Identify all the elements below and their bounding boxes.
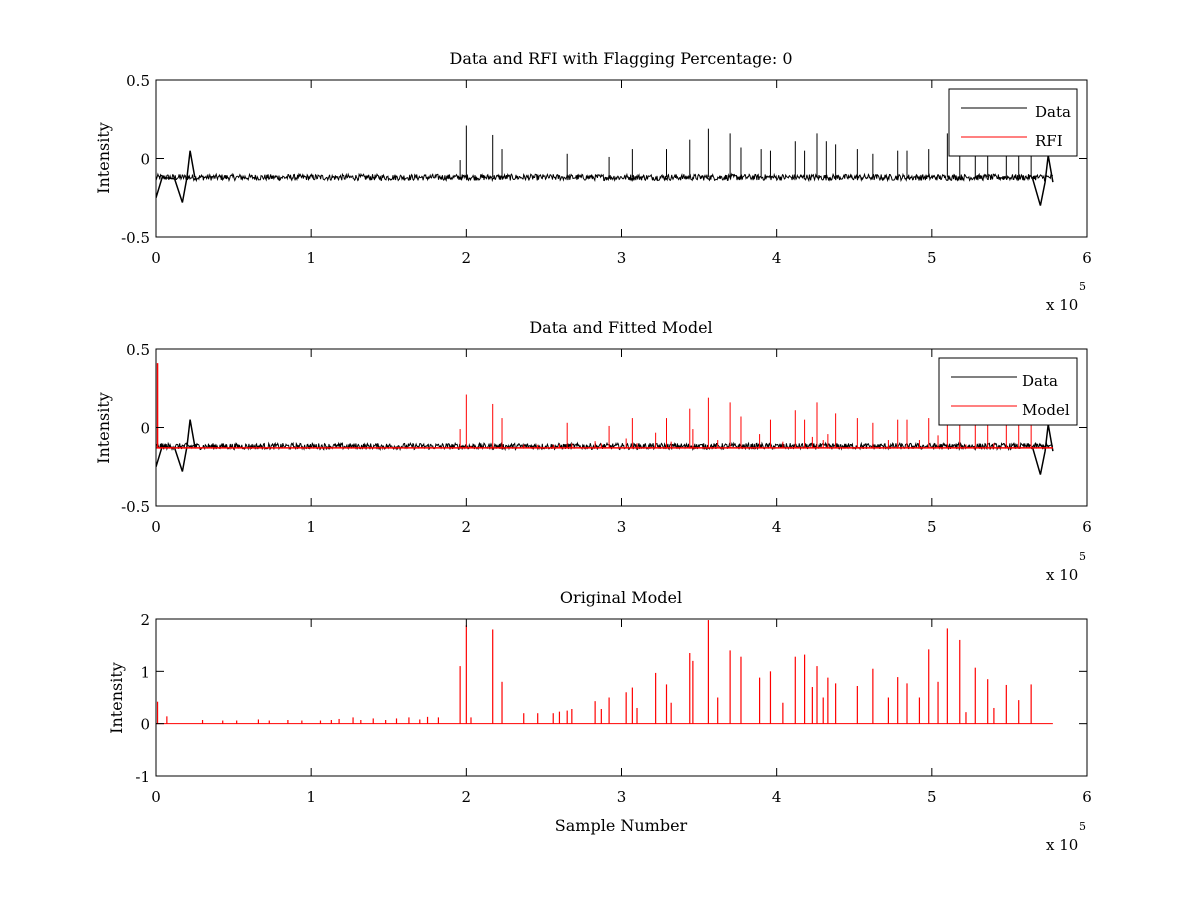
x-tick-label: 2 bbox=[462, 518, 472, 536]
subplot-1-title: Data and RFI with Flagging Percentage: 0 bbox=[449, 49, 792, 68]
subplot-2-legend-box bbox=[938, 357, 1078, 426]
subplot-3: Original Model Intensity Sample Number x… bbox=[107, 588, 1092, 854]
x-tick-label: 1 bbox=[306, 788, 316, 806]
subplot-1-legend-data-label: Data bbox=[1035, 103, 1071, 121]
y-tick-label: 0 bbox=[140, 420, 150, 438]
subplot-1-series-data-trace bbox=[156, 172, 1053, 183]
x-tick-label: 6 bbox=[1082, 518, 1092, 536]
subplot-3-xlabel: Sample Number bbox=[555, 816, 688, 835]
subplot-2-x-multiplier-exponent: 5 bbox=[1079, 550, 1086, 563]
subplot-3-series bbox=[156, 620, 1053, 725]
subplot-2-plot-area bbox=[156, 349, 1087, 506]
subplot-1-series bbox=[156, 125, 1054, 206]
x-tick-label: 2 bbox=[462, 249, 472, 267]
x-tick-label: 5 bbox=[927, 788, 937, 806]
y-tick-label: 2 bbox=[140, 611, 150, 629]
subplot-2-ticks: 0 1 2 3 4 5 6-0.500.5 bbox=[121, 341, 1092, 536]
x-tick-label: 6 bbox=[1082, 249, 1092, 267]
subplot-1-legend: Data RFI bbox=[948, 88, 1078, 157]
subplot-2-ylabel: Intensity bbox=[94, 392, 113, 464]
subplot-3-ylabel: Intensity bbox=[107, 662, 126, 734]
subplot-1-legend-box bbox=[948, 88, 1078, 157]
x-tick-label: 0 bbox=[151, 788, 161, 806]
subplot-3-title: Original Model bbox=[560, 588, 682, 607]
subplot-2-legend-model-label: Model bbox=[1022, 401, 1070, 419]
x-tick-label: 1 bbox=[306, 518, 316, 536]
x-tick-label: 4 bbox=[772, 249, 782, 267]
x-tick-label: 5 bbox=[927, 518, 937, 536]
y-tick-label: -0.5 bbox=[121, 229, 150, 247]
subplot-1-ticks: 0 1 2 3 4 5 6-0.500.5 bbox=[121, 72, 1092, 267]
y-tick-label: 0 bbox=[140, 151, 150, 169]
subplot-3-x-multiplier-exponent: 5 bbox=[1079, 820, 1086, 833]
subplot-2-legend-data-label: Data bbox=[1022, 372, 1058, 390]
x-tick-label: 0 bbox=[151, 518, 161, 536]
y-tick-label: 0.5 bbox=[126, 341, 150, 359]
y-tick-label: 1 bbox=[140, 663, 150, 681]
subplot-2: Data and Fitted Model Intensity x 10 5 D… bbox=[94, 318, 1092, 584]
subplot-1-series-data-edge bbox=[156, 150, 1054, 206]
subplot-3-plot-area bbox=[156, 619, 1087, 776]
subplot-1-legend-rfi-label: RFI bbox=[1035, 132, 1063, 150]
y-tick-label: 0.5 bbox=[126, 72, 150, 90]
subplot-1-ylabel: Intensity bbox=[94, 122, 113, 194]
x-tick-label: 1 bbox=[306, 249, 316, 267]
x-tick-label: 2 bbox=[462, 788, 472, 806]
x-tick-label: 4 bbox=[772, 518, 782, 536]
subplot-1-x-multiplier-exponent: 5 bbox=[1079, 280, 1086, 293]
x-tick-label: 5 bbox=[927, 249, 937, 267]
subplot-2-legend: Data Model bbox=[938, 357, 1078, 426]
subplot-2-title: Data and Fitted Model bbox=[529, 318, 712, 337]
y-tick-label: -0.5 bbox=[121, 498, 150, 516]
subplot-3-x-multiplier: x 10 bbox=[1046, 836, 1078, 854]
y-tick-label: 0 bbox=[140, 716, 150, 734]
y-tick-label: -1 bbox=[135, 768, 150, 786]
x-tick-label: 3 bbox=[617, 249, 627, 267]
x-tick-label: 0 bbox=[151, 249, 161, 267]
subplot-1-plot-area bbox=[156, 80, 1087, 237]
x-tick-label: 6 bbox=[1082, 788, 1092, 806]
subplot-1-x-multiplier: x 10 bbox=[1046, 296, 1078, 314]
x-tick-label: 4 bbox=[772, 788, 782, 806]
x-tick-label: 3 bbox=[617, 788, 627, 806]
subplot-2-series-data-edge bbox=[156, 419, 1054, 475]
subplot-1: Data and RFI with Flagging Percentage: 0… bbox=[94, 49, 1092, 314]
subplot-2-x-multiplier: x 10 bbox=[1046, 566, 1078, 584]
x-tick-label: 3 bbox=[617, 518, 627, 536]
